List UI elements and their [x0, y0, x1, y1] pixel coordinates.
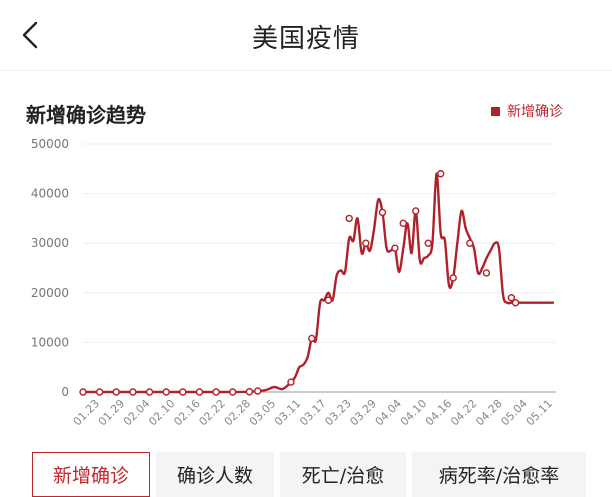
data-point-marker	[482, 269, 491, 277]
x-tick-label: 04.04	[373, 397, 404, 428]
data-point-marker	[391, 244, 399, 252]
x-tick-label: 02.04	[121, 397, 152, 428]
chevron-left-icon[interactable]	[14, 17, 50, 53]
x-tick-label: 03.17	[297, 397, 328, 428]
y-tick-label: 10000	[31, 335, 69, 349]
y-tick-label: 20000	[31, 286, 69, 300]
data-point-marker	[362, 239, 370, 247]
y-tick-label: 40000	[31, 187, 69, 201]
data-point-marker	[287, 378, 295, 386]
data-point-marker	[436, 170, 445, 178]
y-tick-label: 30000	[31, 236, 69, 250]
data-point-marker	[179, 388, 187, 396]
x-tick-label: 02.16	[171, 397, 202, 428]
tab-label: 确诊人数	[176, 465, 253, 487]
data-point-marker	[378, 208, 387, 217]
data-point-marker	[212, 388, 220, 396]
x-tick-label: 03.05	[247, 397, 278, 428]
tab-fatality-recovery-rate[interactable]: 病死率/治愈率	[412, 452, 586, 497]
x-tick-label: 03.29	[347, 397, 378, 428]
legend-swatch	[491, 106, 500, 116]
tab-label: 病死率/治愈率	[438, 465, 560, 487]
chart-legend: 新增确诊	[491, 101, 563, 121]
data-point-marker	[162, 388, 170, 396]
data-point-marker	[449, 274, 457, 282]
tab-label: 死亡/治愈	[301, 465, 385, 487]
data-point-marker	[79, 388, 87, 396]
x-tick-label: 02.22	[196, 397, 227, 428]
tab-bar: 新增确诊 确诊人数 死亡/治愈 病死率/治愈率	[32, 452, 592, 497]
nav-bar: 美国疫情	[0, 0, 612, 71]
x-tick-label: 02.10	[146, 397, 177, 428]
y-tick-label: 0	[61, 385, 69, 399]
page-title: 美国疫情	[251, 24, 360, 54]
data-point-marker	[195, 388, 204, 396]
x-tick-label: 05.04	[498, 397, 529, 428]
data-point-marker	[129, 388, 137, 396]
x-tick-label: 04.22	[448, 397, 479, 428]
data-point-marker	[399, 219, 407, 228]
data-point-marker	[466, 239, 474, 247]
data-point-marker	[95, 388, 104, 396]
x-tick-label: 01.29	[96, 397, 127, 428]
chart-section-title: 新增确诊趋势	[26, 103, 146, 127]
data-point-marker	[511, 299, 520, 307]
x-tick-label: 01.23	[71, 397, 102, 428]
data-point-marker	[424, 239, 432, 247]
data-point-marker	[145, 388, 154, 396]
x-tick-label: 03.11	[272, 397, 303, 428]
legend-label: 新增确诊	[507, 104, 563, 120]
x-tick-label: 04.28	[473, 397, 504, 428]
data-point-marker	[308, 334, 316, 343]
x-tick-label: 04.16	[423, 397, 454, 428]
x-tick-label: 02.28	[222, 397, 253, 428]
x-tick-label: 03.23	[322, 397, 353, 428]
tab-deaths-recovered[interactable]: 死亡/治愈	[280, 452, 406, 497]
data-point-marker	[412, 207, 420, 215]
data-point-marker	[507, 294, 516, 302]
data-point-marker	[229, 388, 237, 396]
tab-new-confirmed[interactable]: 新增确诊	[32, 452, 150, 497]
series-line	[81, 172, 555, 394]
y-tick-label: 50000	[31, 137, 69, 151]
data-point-marker	[112, 388, 120, 396]
data-point-marker	[324, 296, 333, 304]
x-tick-label: 04.10	[398, 397, 429, 428]
tab-total-confirmed[interactable]: 确诊人数	[156, 452, 274, 497]
data-point-marker	[253, 387, 262, 395]
tab-label: 新增确诊	[52, 465, 129, 487]
x-tick-label: 05.11	[524, 397, 555, 428]
new-cases-line-chart: 0 10000 20000 30000 40000 50000 01.2301.2902.0…	[31, 137, 556, 428]
data-point-marker	[245, 388, 254, 396]
data-point-marker	[345, 214, 353, 223]
